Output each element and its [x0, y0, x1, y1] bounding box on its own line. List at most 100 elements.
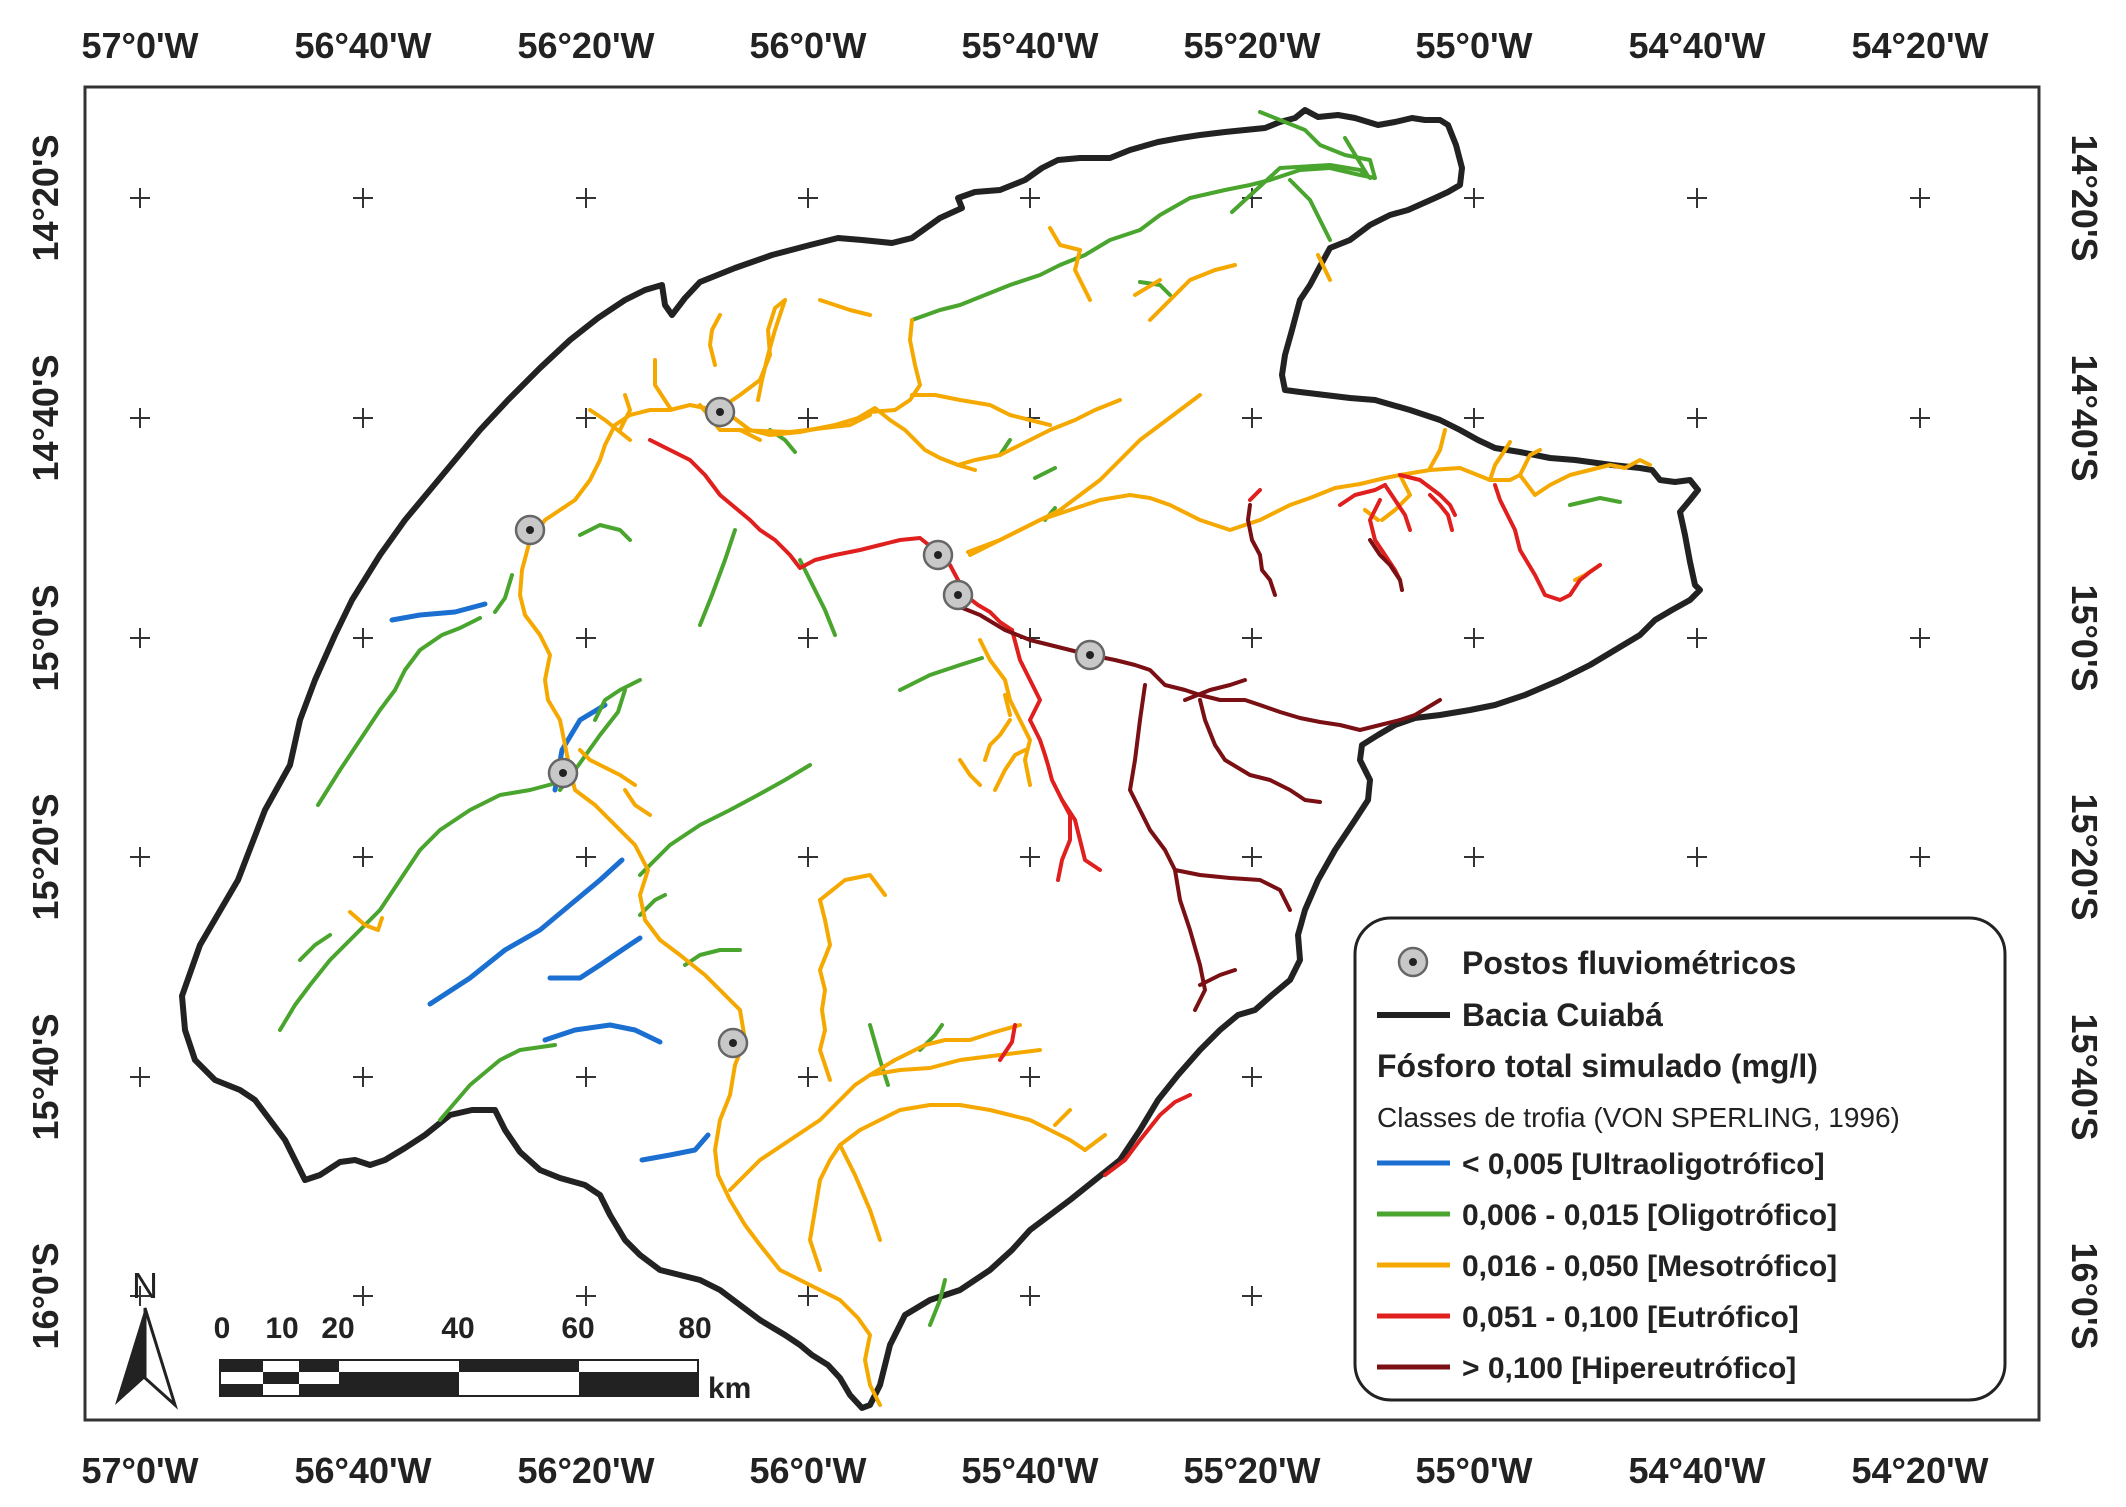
river-segment [593, 678, 642, 722]
graticule-cross [1910, 408, 1930, 428]
legend-class-label: > 0,100 [Hipereutrófico] [1462, 1352, 1796, 1385]
river-segment [716, 298, 787, 412]
graticule-cross [130, 1286, 150, 1306]
river-segment [1033, 466, 1057, 480]
graticule-cross [1464, 847, 1484, 867]
lon-label-bottom: 56°40'W [294, 1450, 431, 1491]
lon-label-bottom: 56°20'W [517, 1450, 654, 1491]
graticule-cross [353, 847, 373, 867]
legend-stations-label: Postos fluviométricos [1462, 945, 1796, 981]
river-segment [1060, 798, 1102, 872]
river-segment [638, 763, 812, 877]
river-segment [1173, 868, 1292, 912]
river-segment [1518, 448, 1542, 477]
left-latitude-labels: 14°20'S 14°40'S 15°0'S 15°20'S 15°40'S 1… [25, 134, 66, 1349]
river-segment [1343, 136, 1370, 178]
graticule-cross [798, 408, 818, 428]
graticule-cross [576, 1067, 596, 1087]
legend: Postos fluviométricos Bacia Cuiabá Fósfo… [1353, 916, 2007, 1402]
legend-class-label: 0,051 - 0,100 [Eutrófico] [1462, 1301, 1799, 1334]
scale-label: 40 [441, 1312, 474, 1345]
river-segment [1288, 178, 1332, 242]
graticule-cross [1687, 188, 1707, 208]
graticule-cross [576, 408, 596, 428]
graticule-cross [576, 1286, 596, 1306]
scale-bar: 0 10 20 40 60 80 km [214, 1312, 752, 1405]
river-segment [898, 656, 984, 692]
lat-label-right: 16°0'S [2064, 1242, 2105, 1349]
graticule-cross [1242, 1286, 1262, 1306]
lon-label-bottom: 57°0'W [82, 1450, 199, 1491]
river-segment [493, 573, 514, 614]
station-marker [922, 539, 954, 571]
graticule-cross [353, 1067, 373, 1087]
river-segment [1488, 440, 1512, 482]
lon-label-bottom: 56°0'W [750, 1450, 867, 1491]
lon-label-top: 56°20'W [517, 25, 654, 66]
legend-title: Fósforo total simulado (mg/l) [1377, 1048, 1818, 1084]
lon-label-top: 56°0'W [750, 25, 867, 66]
river-segment [1010, 628, 1072, 882]
graticule-cross [1242, 628, 1262, 648]
river-segment [1198, 968, 1237, 987]
river-segment [348, 910, 384, 932]
station-marker [942, 579, 974, 611]
river-segment [1493, 483, 1602, 602]
river-segment [1428, 428, 1447, 470]
river-segment [708, 313, 722, 367]
graticule-cross [1020, 847, 1040, 867]
river-segment [1048, 226, 1092, 302]
graticule-cross [1910, 847, 1930, 867]
river-segment [1248, 488, 1262, 502]
station-marker [1074, 639, 1106, 671]
north-arrow: N [115, 1265, 179, 1410]
river-segment [958, 758, 982, 787]
river-segment [1428, 493, 1454, 532]
legend-station-symbol [1397, 946, 1429, 978]
scale-unit: km [708, 1372, 751, 1405]
graticule-cross [798, 847, 818, 867]
legend-subtitle: Classes de trofia (VON SPERLING, 1996) [1377, 1102, 1900, 1133]
graticule-cross [798, 628, 818, 648]
river-segment [427, 857, 625, 1007]
river-segment [518, 403, 977, 1407]
lon-label-bottom: 55°20'W [1183, 1450, 1320, 1491]
river-segment [1083, 1133, 1107, 1152]
river-segment [1053, 1108, 1072, 1127]
river-segment [1103, 1093, 1192, 1177]
river-segment [838, 1143, 882, 1242]
lat-label-left: 14°20'S [25, 134, 66, 261]
graticule-cross [1464, 628, 1484, 648]
river-segment [756, 298, 787, 402]
lon-label-bottom: 54°20'W [1851, 1450, 1988, 1491]
river-segment [639, 1132, 711, 1163]
graticule-cross [1464, 188, 1484, 208]
lon-label-top: 57°0'W [82, 25, 199, 66]
lon-label-bottom: 54°40'W [1628, 1450, 1765, 1491]
lat-label-left: 15°0'S [25, 584, 66, 691]
graticule-cross [130, 847, 150, 867]
lon-label-top: 55°0'W [1416, 25, 1533, 66]
graticule-cross [798, 1286, 818, 1306]
river-segment [818, 298, 872, 317]
graticule-cross [1910, 188, 1930, 208]
river-segment [978, 638, 1032, 787]
river-segment [1338, 483, 1387, 507]
lon-label-top: 54°20'W [1851, 25, 1988, 66]
river-segment [968, 393, 1202, 557]
north-arrow-left [115, 1308, 145, 1405]
river-segment [1133, 278, 1162, 297]
river-segment [956, 398, 1122, 467]
lat-label-left: 15°40'S [25, 1013, 66, 1140]
river-segment [1398, 458, 1652, 497]
lon-label-top: 55°40'W [961, 25, 1098, 66]
lon-label-top: 54°40'W [1628, 25, 1765, 66]
gauging-stations [514, 396, 1106, 1059]
graticule-cross [1910, 628, 1930, 648]
lat-label-left: 16°0'S [25, 1242, 66, 1349]
river-segment [818, 873, 887, 902]
graticule-cross [353, 628, 373, 648]
graticule-cross [576, 628, 596, 648]
river-segment [1230, 163, 1372, 214]
